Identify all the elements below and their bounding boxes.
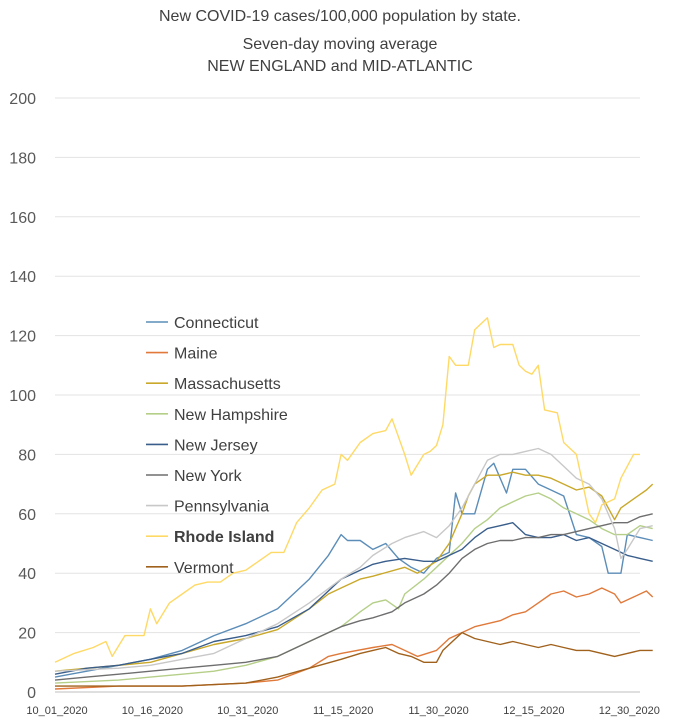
series-line-rhode-island (54, 317, 640, 663)
series-line-maine (54, 587, 654, 690)
y-tick-label: 0 (27, 685, 36, 702)
series-line-new-york (54, 513, 653, 681)
legend-label: Vermont (174, 560, 234, 577)
x-tick-label: 11_30_2020 (408, 705, 468, 717)
legend-label: New Hampshire (174, 407, 288, 424)
chart-title-line-2: Seven-day moving average (242, 36, 438, 53)
legend-label: Maine (174, 346, 218, 363)
chart-title-line-1: New COVID-19 cases/100,000 population by… (159, 8, 521, 25)
legend-label: Connecticut (174, 315, 259, 332)
y-tick-label: 140 (9, 269, 36, 286)
series-line-vermont (55, 631, 653, 687)
series-line-new-jersey (54, 522, 653, 675)
series-line-pennsylvania (54, 447, 653, 672)
series-line-new-hampshire (54, 492, 653, 684)
y-tick-label: 60 (18, 507, 36, 524)
x-tick-label: 10_16_2020 (122, 705, 183, 717)
legend-label: Massachusetts (174, 376, 281, 393)
y-tick-label: 20 (18, 626, 36, 643)
y-tick-label: 200 (9, 91, 36, 108)
chart-title-line-3: NEW ENGLAND and MID-ATLANTIC (207, 58, 473, 75)
x-tick-label: 10_31_2020 (217, 705, 278, 717)
legend-label: New Jersey (174, 437, 258, 454)
y-tick-label: 80 (18, 447, 36, 464)
x-tick-label: 10_01_2020 (26, 705, 87, 717)
legend-label: Rhode Island (174, 529, 274, 546)
x-tick-label: 11_15_2020 (313, 705, 373, 717)
y-tick-label: 180 (9, 150, 36, 167)
legend-label: New York (174, 468, 243, 485)
y-tick-label: 120 (9, 329, 36, 346)
y-tick-label: 40 (18, 566, 36, 583)
x-tick-label: 12_30_2020 (599, 705, 660, 717)
legend-label: Pennsylvania (174, 499, 269, 516)
y-tick-label: 100 (9, 388, 36, 405)
y-tick-label: 160 (9, 210, 36, 227)
series-line-connecticut (54, 462, 653, 678)
x-tick-label: 12_15_2020 (503, 705, 564, 717)
